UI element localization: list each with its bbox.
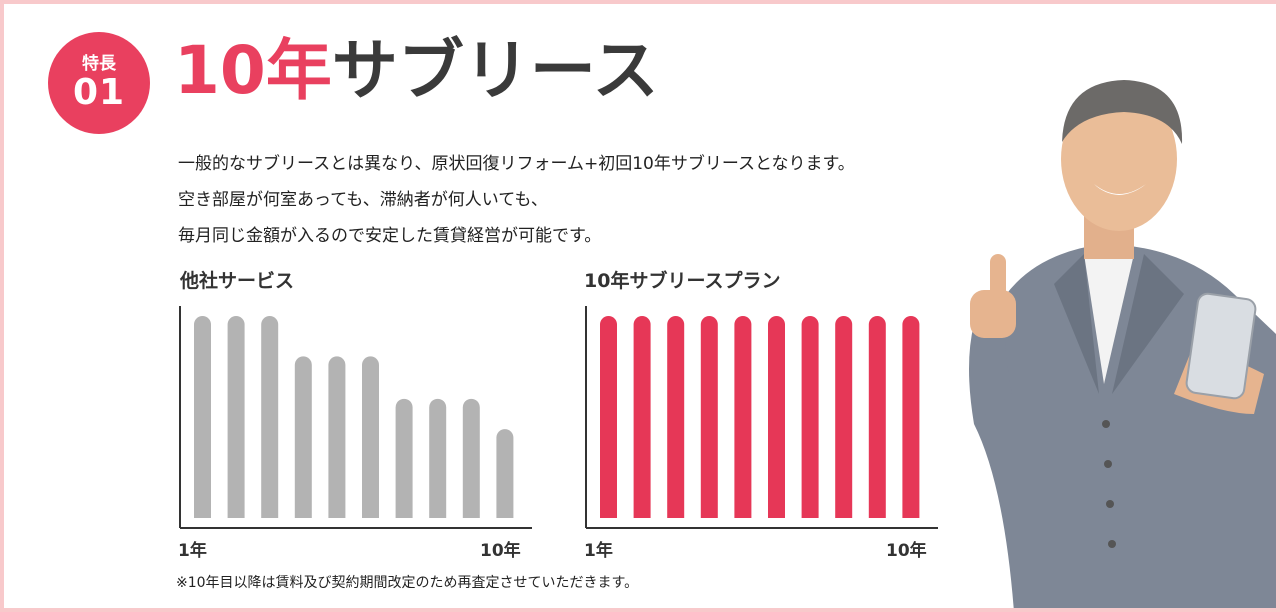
bar — [835, 316, 853, 518]
chart-other-xstart: 1年 — [178, 541, 207, 561]
footnote: ※10年目以降は賃料及び契約期間改定のため再査定させていただきます。 — [176, 575, 639, 591]
bar — [429, 398, 447, 518]
page-title: 10年サブリース — [174, 38, 659, 104]
bar — [700, 316, 718, 518]
description-line: 一般的なサブリースとは異なり、原状回復リフォーム+初回10年サブリースとなります… — [178, 154, 855, 174]
feature-badge: 特長 01 — [48, 32, 150, 134]
bar — [801, 316, 819, 518]
badge-number: 01 — [72, 72, 126, 113]
bar — [328, 356, 346, 518]
man-thumbs-up-with-phone-photo — [934, 64, 1276, 608]
bar — [496, 429, 514, 518]
bar — [633, 316, 651, 518]
chart-sublease-xstart: 1年 — [584, 541, 613, 561]
bar — [462, 398, 480, 518]
bar — [902, 316, 920, 518]
bar — [294, 356, 312, 518]
bar — [227, 316, 245, 518]
chart-title-other: 他社サービス — [180, 270, 295, 292]
bar — [362, 356, 379, 518]
bar — [768, 316, 785, 518]
chart-title-sublease: 10年サブリースプラン — [584, 270, 781, 292]
bar — [667, 316, 685, 518]
badge-label: 特長 — [82, 54, 116, 74]
title-rest: サブリース — [331, 32, 659, 109]
chart-other-xend: 10年 — [480, 541, 521, 561]
feature-panel: 特長 01 10年サブリース 一般的なサブリースとは異なり、原状回復リフォーム+… — [4, 4, 1276, 608]
bar — [194, 316, 211, 518]
bar — [868, 316, 886, 518]
description: 一般的なサブリースとは異なり、原状回復リフォーム+初回10年サブリースとなります… — [178, 146, 998, 254]
bar — [261, 316, 279, 518]
chart-sublease-xend: 10年 — [886, 541, 927, 561]
title-accent: 10年 — [174, 32, 332, 109]
description-line: 毎月同じ金額が入るので安定した賃貸経営が可能です。 — [178, 226, 602, 246]
bar — [395, 398, 413, 518]
bar — [600, 316, 617, 518]
bar — [734, 316, 752, 518]
chart-sublease-plan — [585, 306, 938, 529]
description-line: 空き部屋が何室あっても、滞納者が何人いても、 — [178, 190, 548, 210]
chart-other-services — [179, 306, 532, 529]
